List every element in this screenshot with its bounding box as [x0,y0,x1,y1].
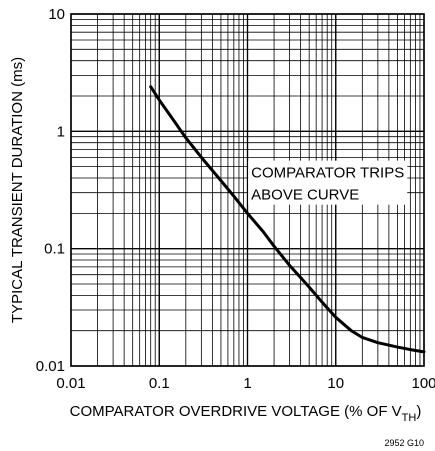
x-tick-label: 100 [411,375,435,392]
plot-frame [70,13,425,367]
x-axis-title-subscript: TH [402,412,417,424]
series-curve [149,85,426,354]
y-axis-title: TYPICAL TRANSIENT DURATION (ms) [9,57,26,323]
x-tick-label: 10 [327,375,344,392]
y-tick-label: 0.01 [36,358,65,375]
annotation: COMPARATOR TRIPS ABOVE CURVE [248,160,408,205]
figure-id: 2952 G10 [384,438,424,448]
annotation-background [248,160,408,205]
y-tick-label: 10 [48,6,65,23]
x-tick-label: 1 [243,375,251,392]
x-axis-title: COMPARATOR OVERDRIVE VOLTAGE (% OF VTH) [70,403,422,424]
x-tick-label: 0.01 [56,375,85,392]
annotation-line-1: COMPARATOR TRIPS [251,165,404,182]
y-tick-labels: 0.01 0.1 1 10 [36,6,65,375]
x-axis-title-suffix: ) [416,403,421,420]
grid [70,13,425,367]
y-tick-label: 0.1 [44,241,65,258]
x-tick-label: 0.1 [149,375,170,392]
x-tick-labels: 0.01 0.1 1 10 100 [56,375,435,392]
annotation-line-2: ABOVE CURVE [251,187,359,204]
x-axis-title-main: COMPARATOR OVERDRIVE VOLTAGE (% OF V [70,403,402,420]
y-tick-label: 1 [57,123,65,140]
